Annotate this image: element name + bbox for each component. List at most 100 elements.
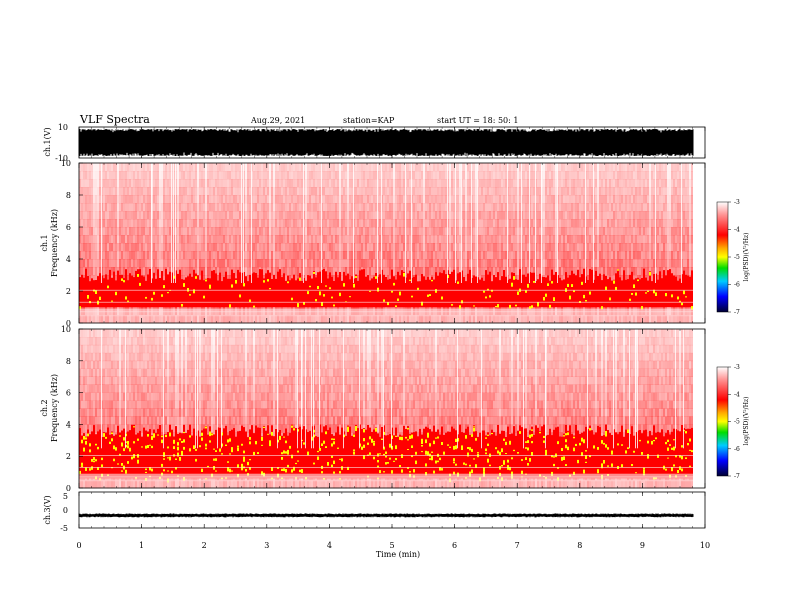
- spectrogram-cell: [137, 203, 139, 212]
- spectrogram-cell: [315, 243, 317, 252]
- spectrogram-band: [239, 272, 241, 307]
- spectrogram-peak: [153, 291, 155, 295]
- spectrogram-cell: [473, 235, 475, 244]
- spectrogram-cell: [93, 163, 95, 172]
- spectrogram-cell: [123, 211, 125, 220]
- spectrogram-cell: [421, 251, 423, 260]
- spectrogram-cell: [189, 227, 191, 236]
- spectrogram-cell: [429, 267, 431, 276]
- spectrogram-cell: [373, 259, 375, 268]
- spectrogram-cell: [355, 163, 357, 172]
- spectrogram-cell: [297, 179, 299, 188]
- spectrogram-cell: [137, 251, 139, 260]
- spectrogram-cell: [283, 163, 285, 172]
- spectrogram-cell: [91, 251, 93, 260]
- spectrogram-cell: [435, 195, 437, 204]
- spectrogram-cell: [227, 187, 229, 196]
- spectrogram-cell: [233, 267, 235, 276]
- spectrogram-band: [185, 277, 187, 307]
- spectrogram-cell: [165, 195, 167, 204]
- spectrogram-cell: [279, 203, 281, 212]
- spectrogram-cell: [327, 179, 329, 188]
- spectrogram-cell: [181, 163, 183, 172]
- spectrogram-cell: [293, 219, 295, 228]
- spectrogram-cell: [229, 211, 231, 220]
- spectrogram-cell: [203, 203, 205, 212]
- spectrogram-cell: [433, 171, 435, 180]
- spectrogram-cell: [469, 171, 471, 180]
- spectrogram-cell: [247, 251, 249, 260]
- spectrogram-cell: [195, 171, 197, 180]
- spectrogram-cell: [457, 211, 459, 220]
- spectrogram-cell: [183, 203, 185, 212]
- spectrogram-cell: [285, 203, 287, 212]
- spectrogram-cell: [127, 251, 129, 260]
- spectrogram-band: [365, 276, 367, 307]
- spectrogram-band: [311, 278, 313, 307]
- spectrogram-band: [387, 279, 389, 307]
- spectrogram-band: [111, 277, 113, 307]
- spectrogram-cell: [367, 211, 369, 220]
- spectrogram-cell: [185, 251, 187, 260]
- spectrogram-cell: [363, 227, 365, 236]
- spectrogram-cell: [233, 219, 235, 228]
- spectrogram-cell: [265, 187, 267, 196]
- spectrogram-cell: [159, 251, 161, 260]
- spectrogram-cell: [441, 195, 443, 204]
- spectrogram-cell: [395, 259, 397, 268]
- spectrogram-cell: [221, 187, 223, 196]
- spectrogram-cell: [485, 211, 487, 220]
- spectrogram-cell: [465, 259, 467, 268]
- spectrogram-cell: [203, 251, 205, 260]
- spectrogram-cell: [435, 267, 437, 276]
- spectrogram-cell: [339, 171, 341, 180]
- spectrogram-cell: [89, 163, 91, 172]
- spectrogram-cell: [351, 187, 353, 196]
- spectrogram-cell: [123, 171, 125, 180]
- spectrogram-cell: [187, 179, 189, 188]
- spectrogram-band: [507, 279, 509, 307]
- spectrogram-cell: [125, 179, 127, 188]
- spectrogram-cell: [497, 251, 499, 260]
- spectrogram-cell: [429, 211, 431, 220]
- spectrogram-cell: [131, 227, 133, 236]
- spectrogram-cell: [265, 235, 267, 244]
- spectrogram-cell: [427, 259, 429, 268]
- spectrogram-cell: [399, 211, 401, 220]
- spectrogram-cell: [263, 251, 265, 260]
- spectrogram-cell: [295, 211, 297, 220]
- spectrogram-cell: [137, 163, 139, 172]
- spectrogram-cell: [441, 259, 443, 268]
- spectrogram-cell: [491, 179, 493, 188]
- spectrogram-cell: [229, 187, 231, 196]
- spectrogram-cell: [467, 235, 469, 244]
- spectrogram-cell: [399, 195, 401, 204]
- spectrogram-cell: [239, 187, 241, 196]
- spectrogram-cell: [247, 243, 249, 252]
- spectrogram-cell: [201, 251, 203, 260]
- spectrogram-cell: [187, 243, 189, 252]
- spectrogram-band: [445, 274, 447, 307]
- spectrogram-cell: [419, 211, 421, 220]
- spectrogram-cell: [489, 163, 491, 172]
- spectrogram-cell: [519, 243, 521, 252]
- spectrogram-cell: [145, 259, 147, 268]
- spectrogram-cell: [429, 195, 431, 204]
- spectrogram-cell: [419, 179, 421, 188]
- spectrogram-cell: [245, 251, 247, 260]
- spectrogram-cell: [285, 219, 287, 228]
- spectrogram-cell: [237, 179, 239, 188]
- spectrogram-cell: [277, 211, 279, 220]
- spectrogram-cell: [357, 211, 359, 220]
- spectrogram-cell: [439, 251, 441, 260]
- spectrogram-cell: [445, 243, 447, 252]
- spectrogram-cell: [327, 163, 329, 172]
- spectrogram-cell: [157, 171, 159, 180]
- spectrogram-cell: [343, 243, 345, 252]
- spectrogram-cell: [465, 171, 467, 180]
- spectrogram-cell: [399, 235, 401, 244]
- spectrogram-cell: [465, 203, 467, 212]
- spectrogram-cell: [161, 179, 163, 188]
- spectrogram-peak: [383, 299, 385, 302]
- spectrogram-cell: [161, 203, 163, 212]
